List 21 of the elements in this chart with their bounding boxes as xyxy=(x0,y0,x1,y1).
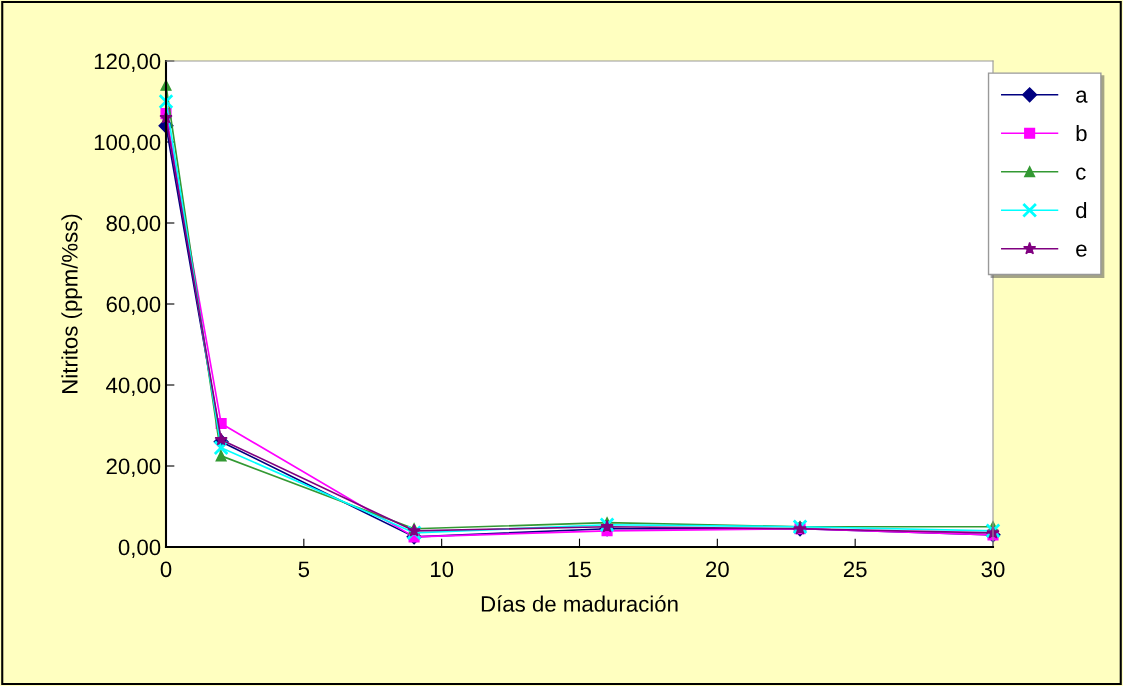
x-tick-label: 15 xyxy=(568,561,591,578)
x-tick-label: 0 xyxy=(160,561,172,578)
x-tick-label: 10 xyxy=(431,561,454,578)
y-axis-title: Nitritos (ppm/%ss) xyxy=(61,214,83,393)
y-tick-label: 20,00 xyxy=(106,458,161,477)
x-axis-title: Días de maduración xyxy=(481,595,678,612)
x-tick-label: 30 xyxy=(981,561,1005,578)
x-tick-label: 25 xyxy=(843,561,867,578)
legend-label: c xyxy=(1076,167,1086,180)
y-tick-label: 0,00 xyxy=(118,539,161,558)
y-tick-label: 60,00 xyxy=(106,296,161,315)
y-tick-label: 120,00 xyxy=(94,53,161,72)
y-tick-label: 100,00 xyxy=(94,134,161,153)
legend-label: d xyxy=(1076,201,1087,219)
x-tick-label: 5 xyxy=(298,561,310,578)
legend-label: b xyxy=(1076,124,1087,142)
y-tick-label: 40,00 xyxy=(106,377,161,396)
legend-label: e xyxy=(1076,244,1087,257)
legend-label: a xyxy=(1076,90,1088,103)
y-tick-label: 80,00 xyxy=(106,215,161,234)
x-tick-label: 20 xyxy=(706,561,729,578)
